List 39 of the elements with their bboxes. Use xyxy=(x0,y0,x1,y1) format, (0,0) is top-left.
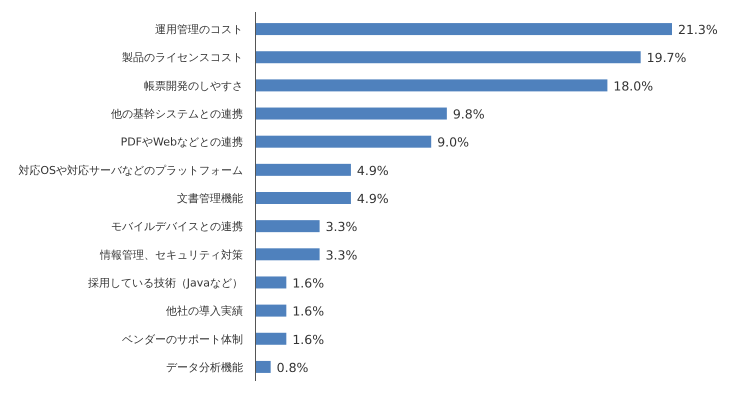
data-label: 4.9% xyxy=(356,162,389,178)
y-tick-label: 情報管理、セキュリティ対策 xyxy=(99,248,243,262)
data-label: 18.0% xyxy=(613,78,654,94)
data-label: 1.6% xyxy=(292,304,324,319)
bar xyxy=(255,192,351,204)
data-label: 9.0% xyxy=(437,134,470,150)
bar xyxy=(255,108,447,120)
bar xyxy=(255,360,271,373)
data-label: 19.7% xyxy=(646,50,687,66)
data-label: 9.8% xyxy=(452,106,485,122)
y-tick-label: PDFやWebなどとの連携 xyxy=(120,136,243,149)
y-tick-label: 製品のライセンスコスト xyxy=(122,51,243,64)
y-tick-label: 文書管理機能 xyxy=(177,192,243,205)
bar xyxy=(255,164,351,176)
data-label: 3.3% xyxy=(326,219,358,234)
y-tick-label: 他の基幹システムとの連携 xyxy=(111,108,243,121)
data-label: 4.9% xyxy=(356,191,389,206)
y-tick-label: 運用管理のコスト xyxy=(155,23,243,36)
bar xyxy=(255,220,320,232)
data-label: 3.3% xyxy=(326,247,358,262)
bar xyxy=(255,79,608,92)
y-tick-label: ベンダーのサポート体制 xyxy=(122,332,243,346)
y-tick-label: 採用している技術（Javaなど） xyxy=(88,276,243,290)
bar xyxy=(255,276,286,288)
data-label: 1.6% xyxy=(292,275,324,290)
data-label: 1.6% xyxy=(292,332,324,347)
y-tick-label: 帳票開発のしやすさ xyxy=(144,79,243,92)
data-label: 0.8% xyxy=(276,360,309,375)
y-tick-label: 他社の導入実績 xyxy=(166,304,243,318)
y-tick-label: モバイルデバイスとの連携 xyxy=(111,220,243,234)
bar xyxy=(255,304,286,317)
bar xyxy=(255,23,672,36)
y-tick-label: 対応OSや対応サーバなどのプラットフォーム xyxy=(18,164,243,177)
y-tick-label: データ分析機能 xyxy=(166,360,243,374)
data-label: 21.3% xyxy=(678,22,718,38)
bar xyxy=(255,136,432,148)
bar xyxy=(255,248,320,260)
bar xyxy=(255,51,641,64)
bar xyxy=(255,332,286,345)
